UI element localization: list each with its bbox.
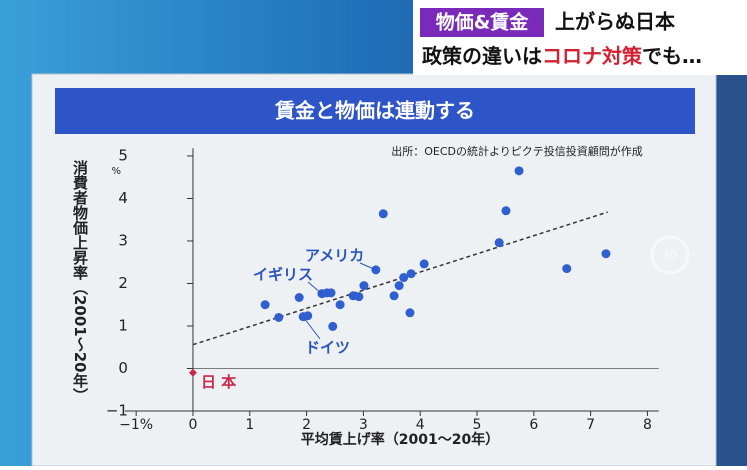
point	[514, 166, 524, 176]
point	[394, 281, 404, 291]
point	[326, 288, 336, 298]
annotation: ドイツ	[305, 339, 350, 357]
banner-sub-part: コロナ対策	[542, 44, 643, 68]
replay-icon[interactable]	[650, 235, 690, 275]
annotation-leader	[359, 262, 377, 271]
y-tick-label: 0	[118, 359, 128, 377]
point	[406, 269, 416, 279]
point	[389, 291, 399, 301]
banner-tag-bg	[420, 8, 544, 37]
point	[294, 293, 304, 303]
y-tick-label: 4	[118, 189, 128, 207]
chart-title: 賃金と物価は連動する	[274, 99, 475, 123]
point	[359, 281, 369, 291]
x-tick-label: 6	[529, 417, 538, 433]
replay-icon-text: 30	[663, 249, 677, 262]
y-tick-label: −1	[106, 402, 128, 420]
point	[354, 292, 364, 302]
point	[274, 312, 284, 322]
x-tick-label: 5	[473, 417, 482, 433]
annotation: アメリカ	[305, 247, 364, 265]
x-axis-label: 平均賃上げ率（2001〜20年）	[301, 431, 499, 448]
point	[378, 209, 388, 219]
y-tick-label: 5	[118, 146, 128, 164]
y-axis-label: 消費者物価上昇率（2001〜20年）	[71, 159, 89, 402]
point	[562, 264, 572, 274]
banner-sub-part: 政策の違いは	[422, 44, 542, 68]
point	[335, 300, 345, 310]
point	[405, 308, 415, 318]
y-unit: %	[111, 166, 121, 177]
banner-sub-part: でも…	[642, 44, 702, 68]
x-tick-label: 8	[643, 417, 652, 433]
point	[399, 273, 409, 283]
x-tick-label: 1	[245, 417, 254, 433]
banner-tag: 物価&賃金	[436, 11, 530, 34]
point	[494, 238, 504, 248]
annotation: イギリス	[253, 266, 313, 284]
source: 出所：OECDの統計よりピクテ投信投資顧問が作成	[391, 144, 643, 158]
point	[328, 321, 338, 331]
x-tick-label: 7	[586, 417, 595, 433]
point	[303, 311, 313, 321]
point	[501, 206, 511, 216]
point	[601, 249, 611, 259]
annotation-leader	[303, 317, 321, 340]
point	[188, 368, 197, 377]
annotation-leader	[307, 281, 323, 295]
x-tick-label: 2	[302, 417, 311, 433]
point	[419, 259, 429, 269]
point-label: 日 本	[201, 373, 236, 391]
x-tick-label: −1%	[119, 417, 153, 433]
banner-headline: 上がらぬ日本	[555, 10, 675, 34]
y-tick-label: 3	[118, 231, 128, 249]
y-tick-label: 2	[118, 274, 128, 292]
x-tick-label: 3	[359, 417, 368, 433]
x-tick-label: 4	[416, 417, 425, 433]
x-tick-label: 0	[189, 417, 198, 433]
title-bar	[55, 88, 695, 134]
banner-sub: 政策の違いはコロナ対策でも…	[422, 44, 702, 68]
point	[260, 300, 270, 310]
y-tick-label: 1	[118, 316, 128, 334]
